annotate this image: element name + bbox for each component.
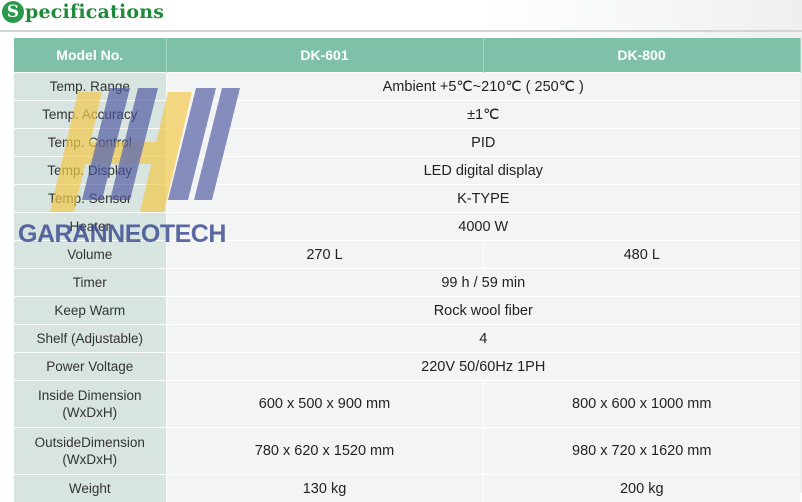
row-value-temp-range: Ambient +5℃~210℃ ( 250℃ ) (166, 73, 800, 101)
row-value-temp-display: LED digital display (166, 157, 800, 185)
row-value-temp-accuracy: ±1℃ (166, 101, 800, 129)
row-label-power-voltage: Power Voltage (14, 353, 166, 381)
row-label-inside-dimension-line1: Inside Dimension (38, 388, 142, 403)
row-label-temp-display: Temp. Display (14, 157, 166, 185)
row-value-heater: 4000 W (166, 213, 800, 241)
row-label-weight: Weight (14, 475, 166, 502)
row-label-keep-warm: Keep Warm (14, 297, 166, 325)
table-header-row: Model No. DK-601 DK-800 (14, 38, 800, 73)
table-row: OutsideDimension (WxDxH) 780 x 620 x 1520… (14, 428, 800, 475)
row-label-outside-dimension-line2: (WxDxH) (62, 452, 117, 467)
header-dk-800: DK-800 (483, 38, 800, 73)
table-row: Power Voltage 220V 50/60Hz 1PH (14, 353, 800, 381)
row-label-shelf: Shelf (Adjustable) (14, 325, 166, 353)
row-value-power-voltage: 220V 50/60Hz 1PH (166, 353, 800, 381)
row-value-weight-dk601: 130 kg (166, 475, 483, 502)
table-row: Shelf (Adjustable) 4 (14, 325, 800, 353)
table-row: Temp. Range Ambient +5℃~210℃ ( 250℃ ) (14, 73, 800, 101)
row-label-temp-accuracy: Temp. Accuracy (14, 101, 166, 129)
table-row: Temp. Accuracy ±1℃ (14, 101, 800, 129)
heading-initial-badge: S (2, 1, 24, 23)
row-value-inside-dimension-dk800: 800 x 600 x 1000 mm (483, 381, 800, 428)
row-label-inside-dimension: Inside Dimension (WxDxH) (14, 381, 166, 428)
row-value-volume-dk800: 480 L (483, 241, 800, 269)
row-value-outside-dimension-dk800: 980 x 720 x 1620 mm (483, 428, 800, 475)
table-row: Timer 99 h / 59 min (14, 269, 800, 297)
row-label-temp-control: Temp. Control (14, 129, 166, 157)
row-value-timer: 99 h / 59 min (166, 269, 800, 297)
header-model-no: Model No. (14, 38, 166, 73)
row-label-inside-dimension-line2: (WxDxH) (62, 405, 117, 420)
header-dk-601: DK-601 (166, 38, 483, 73)
table-row: Temp. Sensor K-TYPE (14, 185, 800, 213)
row-label-volume: Volume (14, 241, 166, 269)
row-label-timer: Timer (14, 269, 166, 297)
table-row: Keep Warm Rock wool fiber (14, 297, 800, 325)
heading-title-rest: pecifications (25, 1, 164, 23)
table-row: Inside Dimension (WxDxH) 600 x 500 x 900 … (14, 381, 800, 428)
table-row: Temp. Display LED digital display (14, 157, 800, 185)
row-value-shelf: 4 (166, 325, 800, 353)
heading-divider (0, 30, 802, 32)
row-label-outside-dimension: OutsideDimension (WxDxH) (14, 428, 166, 475)
row-value-temp-sensor: K-TYPE (166, 185, 800, 213)
row-label-outside-dimension-line1: OutsideDimension (35, 435, 145, 450)
row-label-heater: Heater (14, 213, 166, 241)
table-row: Weight 130 kg 200 kg (14, 475, 800, 502)
table-row: Volume 270 L 480 L (14, 241, 800, 269)
row-label-temp-sensor: Temp. Sensor (14, 185, 166, 213)
row-value-inside-dimension-dk601: 600 x 500 x 900 mm (166, 381, 483, 428)
row-value-weight-dk800: 200 kg (483, 475, 800, 502)
row-value-volume-dk601: 270 L (166, 241, 483, 269)
row-value-keep-warm: Rock wool fiber (166, 297, 800, 325)
row-label-temp-range: Temp. Range (14, 73, 166, 101)
table-row: Temp. Control PID (14, 129, 800, 157)
table-row: Heater 4000 W (14, 213, 800, 241)
specifications-table: Model No. DK-601 DK-800 Temp. Range Ambi… (14, 38, 801, 502)
row-value-outside-dimension-dk601: 780 x 620 x 1520 mm (166, 428, 483, 475)
row-value-temp-control: PID (166, 129, 800, 157)
